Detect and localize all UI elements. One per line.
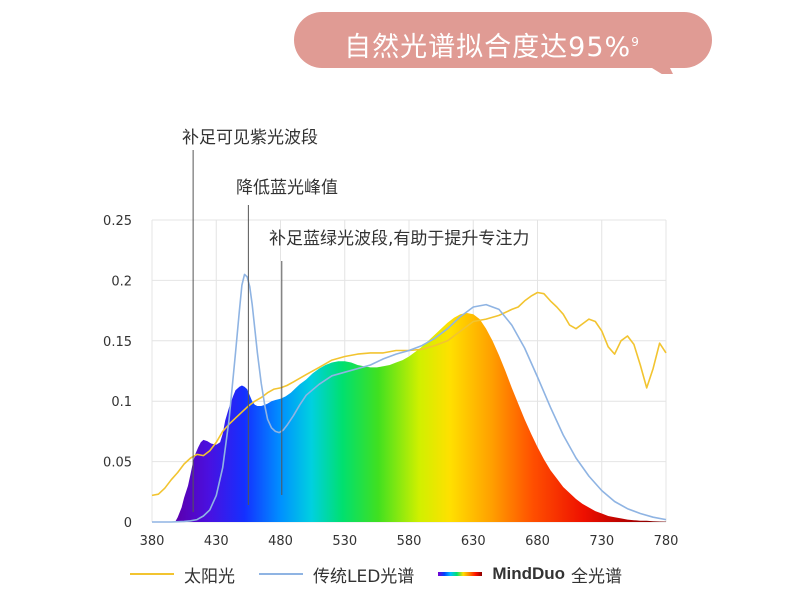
- x-tick-label: 530: [332, 534, 357, 549]
- x-tick-label: 780: [654, 534, 679, 549]
- series-area-group: [175, 313, 666, 522]
- y-tick-label: 0.05: [103, 456, 132, 471]
- legend-label-mindduo-suffix: 全光谱: [571, 566, 623, 587]
- series-line-sun: [151, 291, 667, 497]
- legend: 太阳光 传统LED光谱 MindDuo 全光谱: [130, 562, 646, 587]
- legend-swatch-sun: [130, 573, 174, 575]
- banner: 自然光谱拟合度达95%9: [292, 12, 712, 74]
- chart-axes: 380 430 480 530 580 630 680 730 780 0 0.05 0.1 0.15 0…: [103, 214, 678, 549]
- x-tick-label: 730: [589, 534, 614, 549]
- legend-swatch-mindduo: [438, 572, 483, 576]
- x-tick-label: 380: [140, 534, 165, 549]
- legend-swatch-led: [259, 573, 303, 575]
- legend-item-mindduo: MindDuo 全光谱: [438, 562, 622, 587]
- legend-label-mindduo-brand: MindDuo: [492, 564, 566, 583]
- series-line-led: [152, 273, 667, 523]
- series-line-group: [151, 273, 667, 523]
- legend-item-led: 传统LED光谱: [259, 562, 414, 587]
- legend-label-sun: 太阳光: [184, 566, 235, 587]
- x-tick-label: 480: [268, 534, 293, 549]
- annotation-line-group: [192, 150, 283, 512]
- annotation-blue-peak: 降低蓝光峰值: [236, 178, 338, 198]
- annotation-violet: 补足可见紫光波段: [182, 128, 318, 148]
- x-tick-label: 430: [204, 534, 229, 549]
- x-tick-label: 630: [461, 534, 486, 549]
- x-tick-label: 580: [397, 534, 422, 549]
- annotation-cyan: 补足蓝绿光波段,有助于提升专注力: [269, 229, 530, 249]
- legend-item-sun: 太阳光: [130, 562, 235, 587]
- y-tick-label: 0: [124, 516, 132, 531]
- y-tick-label: 0.25: [103, 214, 132, 229]
- y-tick-label: 0.2: [111, 274, 132, 289]
- banner-title-text: 自然光谱拟合度达95%: [344, 32, 632, 63]
- banner-footnote-mark: 9: [631, 35, 640, 49]
- y-tick-label: 0.1: [111, 395, 132, 410]
- series-area-mindduo: [175, 313, 666, 522]
- banner-title: 自然光谱拟合度达95%9: [292, 25, 692, 64]
- x-tick-label: 680: [525, 534, 550, 549]
- y-tick-label: 0.15: [103, 335, 132, 350]
- speech-bubble: [294, 12, 712, 74]
- legend-label-led: 传统LED光谱: [313, 566, 415, 587]
